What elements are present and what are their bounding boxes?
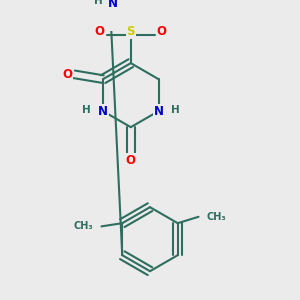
Text: N: N xyxy=(154,105,164,118)
Text: S: S xyxy=(127,25,135,38)
Text: O: O xyxy=(157,25,167,38)
Text: H: H xyxy=(171,104,179,115)
Text: O: O xyxy=(126,154,136,167)
Text: N: N xyxy=(98,105,108,118)
Text: N: N xyxy=(108,0,118,11)
Text: H: H xyxy=(82,104,91,115)
Text: O: O xyxy=(95,25,105,38)
Text: O: O xyxy=(62,68,72,81)
Text: H: H xyxy=(94,0,103,6)
Text: CH₃: CH₃ xyxy=(74,221,94,231)
Text: CH₃: CH₃ xyxy=(206,212,226,222)
